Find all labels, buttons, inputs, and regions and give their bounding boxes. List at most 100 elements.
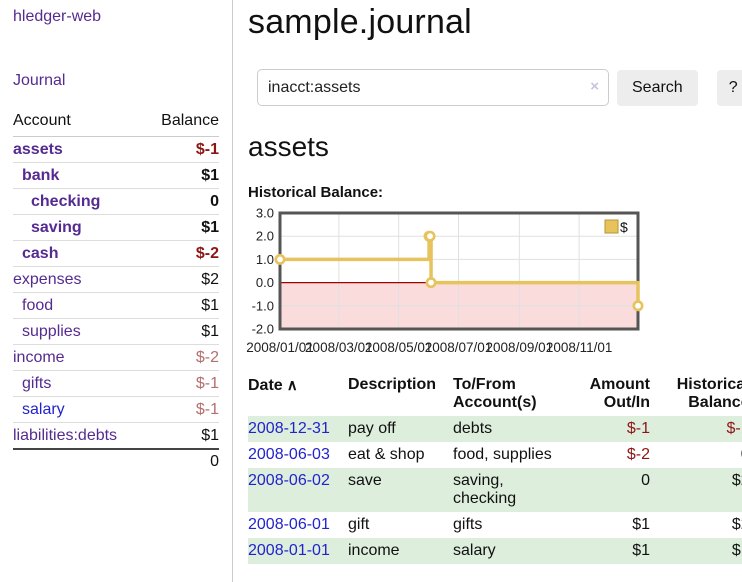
account-link-supplies[interactable]: supplies xyxy=(22,322,81,340)
register-accounts: gifts xyxy=(453,516,483,533)
account-name-cell: saving xyxy=(13,214,146,241)
account-row: cash $-2 xyxy=(13,240,219,267)
sidebar-item-journal[interactable]: Journal xyxy=(13,72,66,89)
legend-swatch xyxy=(604,219,619,234)
account-balance: $-1 xyxy=(145,396,219,423)
x-tick-label: 2008/03/01 xyxy=(305,340,373,355)
register-accounts: saving, checking xyxy=(453,472,517,507)
account-link-cash[interactable]: cash xyxy=(22,244,59,262)
register-row: 2008-01-01 income salary $1 $1 xyxy=(248,538,742,564)
register-header-row: Date ∧ Description To/From Account(s) Amount… xyxy=(248,372,742,416)
account-balance: $2 xyxy=(145,266,219,293)
search-input[interactable] xyxy=(257,69,609,106)
account-name-cell: bank xyxy=(13,162,146,189)
register-description: eat & shop xyxy=(348,446,425,463)
y-tick-label: 1.0 xyxy=(256,252,274,267)
x-tick-label: 2008/05/01 xyxy=(365,340,433,355)
chart-canvas: $3.0 2.0 1.0 0.0 -1.0 -2.0 2008/01/012008/03/0… xyxy=(246,206,644,355)
account-link-liabilities-debts[interactable]: liabilities:debts xyxy=(13,426,118,444)
search-button[interactable]: Search xyxy=(617,69,698,106)
register-header-date[interactable]: Date ∧ xyxy=(248,377,298,394)
account-row: saving $1 xyxy=(13,214,219,241)
register-accounts: salary xyxy=(453,542,496,559)
register-date-link[interactable]: 2008-06-01 xyxy=(248,516,330,533)
register-amount: $-1 xyxy=(626,420,650,437)
account-row: liabilities:debts $1 xyxy=(13,422,219,449)
accounts-total-row: 0 xyxy=(13,448,219,474)
register-date-link[interactable]: 2008-12-31 xyxy=(248,420,330,437)
register-header-description[interactable]: Description xyxy=(348,376,437,393)
data-point-marker xyxy=(274,253,286,265)
account-row: gifts $-1 xyxy=(13,370,219,397)
register-date-cell: 2008-12-31 xyxy=(248,416,348,442)
legend-label: $ xyxy=(620,219,628,235)
register-amount: 0 xyxy=(641,472,650,489)
y-tick-label: 3.0 xyxy=(256,206,274,221)
x-tick-label: 2008/07/01 xyxy=(425,340,493,355)
account-name-cell: gifts xyxy=(13,370,146,397)
account-link-expenses[interactable]: expenses xyxy=(13,270,82,288)
register-header-amount-out-in[interactable]: Amount Out/In xyxy=(589,376,650,411)
account-row: checking 0 xyxy=(13,188,219,215)
account-link-salary[interactable]: salary xyxy=(22,400,65,418)
data-point-marker xyxy=(424,230,436,242)
account-row: assets $-1 xyxy=(13,136,219,163)
register-row: 2008-06-02 save saving, checking 0 $2 xyxy=(248,468,742,512)
register-balance: $-1 xyxy=(726,420,742,437)
account-link-assets[interactable]: assets xyxy=(13,140,63,158)
register-row: 2008-12-31 pay off debts $-1 $-1 xyxy=(248,416,742,442)
register-accounts: debts xyxy=(453,420,493,437)
account-balance: $-2 xyxy=(145,344,219,371)
account-balance: $1 xyxy=(145,292,219,319)
register-row: 2008-06-01 gift gifts $1 $2 xyxy=(248,512,742,538)
account-balance: $1 xyxy=(145,318,219,345)
accounts-total-spacer xyxy=(13,448,146,474)
account-name-cell: food xyxy=(13,292,146,319)
plot-border xyxy=(278,211,640,331)
y-tick-label: -2.0 xyxy=(252,322,274,337)
y-tick-label: -1.0 xyxy=(252,298,274,313)
brand-link[interactable]: hledger-web xyxy=(13,8,102,25)
register-date-cell: 2008-06-03 xyxy=(248,442,348,468)
x-tick-label: 2008/11/01 xyxy=(546,340,613,355)
register-description: pay off xyxy=(348,420,396,437)
register-row: 2008-06-03 eat & shop food, supplies $-20 xyxy=(248,442,742,468)
account-name-cell: supplies xyxy=(13,318,146,345)
register-date-cell: 2008-01-01 xyxy=(248,538,348,564)
register-date-link[interactable]: 2008-06-03 xyxy=(248,446,330,463)
register-amount: $1 xyxy=(632,516,650,533)
x-tick-label: 2008/09/01 xyxy=(486,340,554,355)
account-balance: $-2 xyxy=(145,240,219,267)
register-amount: $1 xyxy=(632,542,650,559)
y-tick-label: 2.0 xyxy=(256,229,274,244)
help-button[interactable]: ? xyxy=(716,69,742,106)
account-row: food $1 xyxy=(13,292,219,319)
search-form: × Search ? xyxy=(257,69,742,106)
account-link-food[interactable]: food xyxy=(22,296,54,314)
account-balance: 0 xyxy=(145,188,219,215)
data-point-marker xyxy=(632,300,644,312)
register-header-historical-balance[interactable]: Historical Balance xyxy=(676,376,742,411)
account-link-checking[interactable]: checking xyxy=(31,192,101,210)
account-name-cell: expenses xyxy=(13,266,146,293)
register-balance: $1 xyxy=(731,542,742,559)
register-header-to-from-account-s-[interactable]: To/From Account(s) xyxy=(453,376,537,411)
account-link-income[interactable]: income xyxy=(13,348,65,366)
clear-search-icon[interactable]: × xyxy=(590,78,599,95)
register-balance: 0 xyxy=(650,442,742,468)
sort-ascending-icon: ∧ xyxy=(286,377,298,394)
account-name-cell: checking xyxy=(13,188,146,215)
account-link-saving[interactable]: saving xyxy=(31,218,82,236)
account-balance: $-1 xyxy=(145,370,219,397)
register-amount: $-2 xyxy=(626,446,650,463)
sidebar: hledger-web Journal Account Balance asse… xyxy=(0,0,233,582)
account-link-bank[interactable]: bank xyxy=(22,166,60,184)
register-date-link[interactable]: 2008-01-01 xyxy=(248,542,330,559)
account-link-gifts[interactable]: gifts xyxy=(22,374,52,392)
search-box: × xyxy=(257,69,609,106)
account-balance: $1 xyxy=(145,422,219,449)
accounts-table: Account Balance assets $-1 bank $1 checking 0… xyxy=(13,109,219,474)
register-date-link[interactable]: 2008-06-02 xyxy=(248,472,330,489)
account-balance: $-1 xyxy=(145,136,219,163)
